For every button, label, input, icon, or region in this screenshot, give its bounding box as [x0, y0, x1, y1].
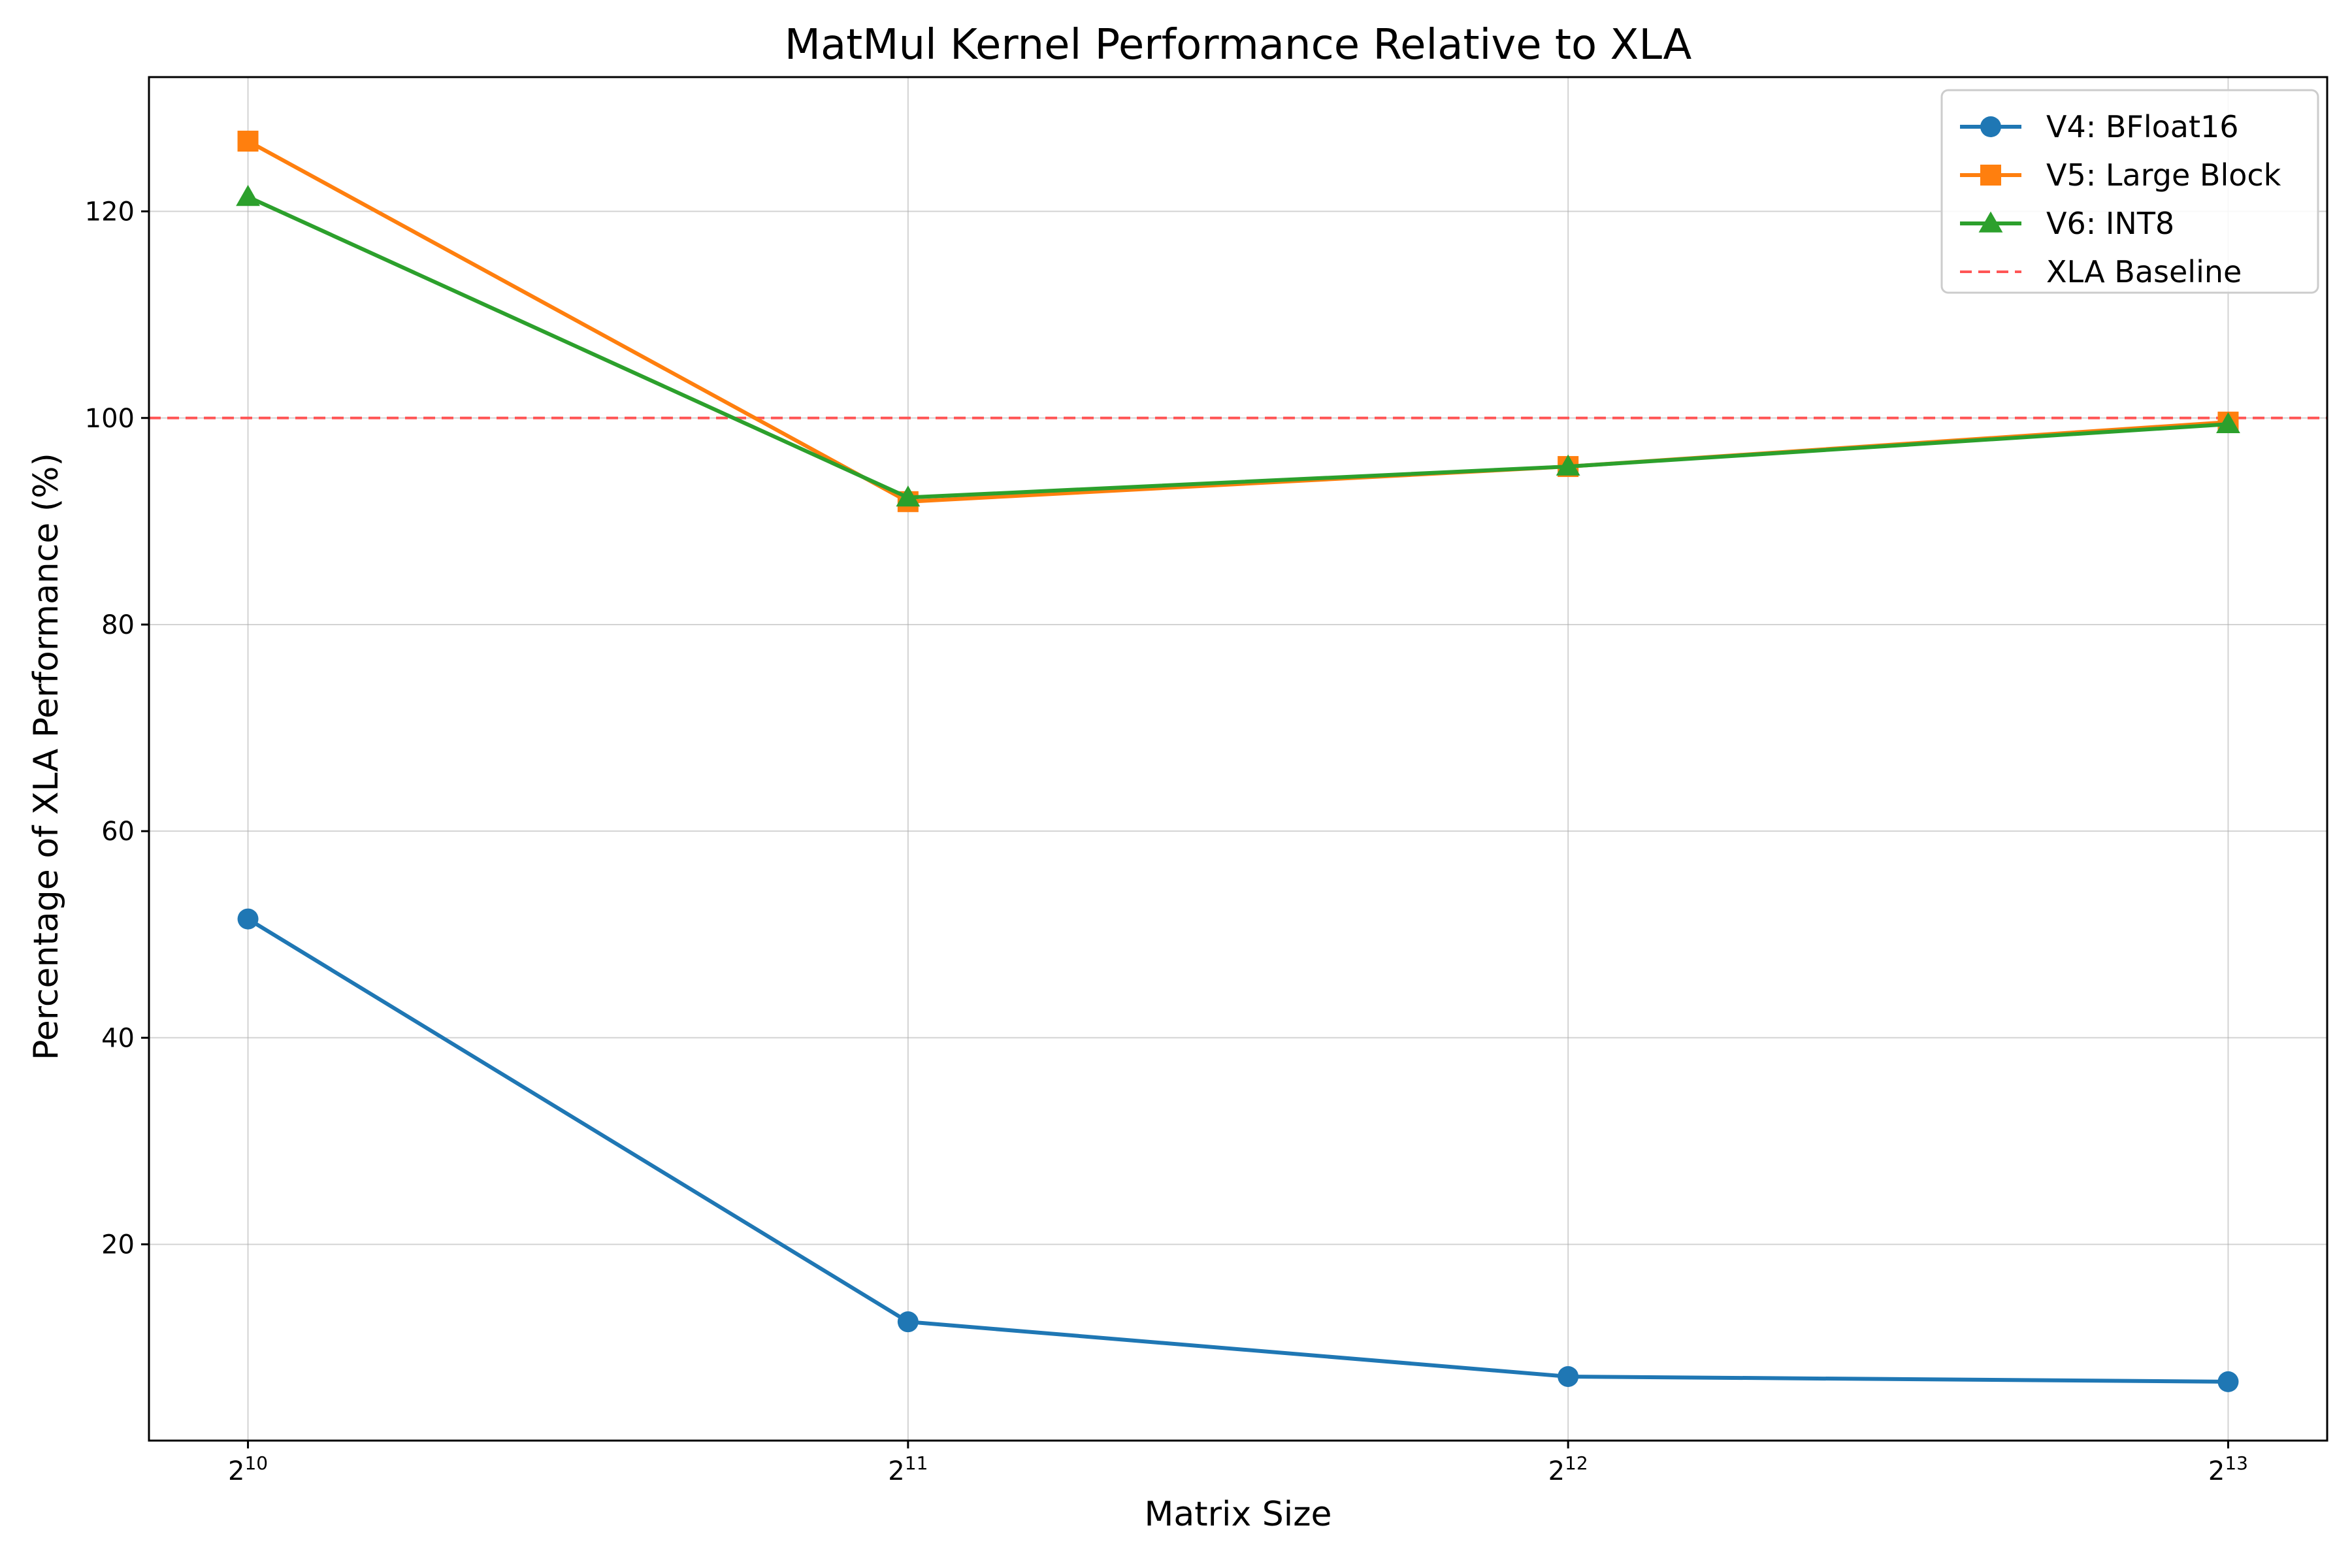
y-tick-label: 40: [101, 1023, 135, 1053]
legend-item: V6: INT8: [1960, 206, 2174, 241]
legend: V4: BFloat16 V5: Large Block V6: INT8 XLA B…: [1940, 89, 2319, 294]
data-point: [236, 185, 260, 206]
y-axis-ticks: 20 40 60 80 100 120: [85, 197, 149, 1260]
legend-item: V4: BFloat16: [1960, 109, 2239, 144]
series-3: [236, 185, 2240, 507]
legend-marker: [1980, 116, 2001, 137]
plot-frame: [148, 76, 2328, 1442]
data-point: [1556, 454, 1580, 476]
x-tick-label: 210: [228, 1452, 268, 1486]
series-line: [247, 195, 2229, 500]
legend-label: V6: INT8: [2046, 206, 2174, 241]
data-point: [2217, 1371, 2239, 1392]
data-point: [896, 485, 921, 507]
legend-marker: [1980, 165, 2001, 186]
chart-title: MatMul Kernel Performance Relative to XL…: [785, 21, 1692, 69]
x-tick-label: 212: [1548, 1452, 1588, 1486]
legend-item: V5: Large Block: [1960, 157, 2281, 193]
y-tick-label: 100: [85, 404, 135, 434]
legend-item: XLA Baseline: [1960, 254, 2242, 289]
series-1: [237, 908, 2239, 1392]
legend-label: XLA Baseline: [2046, 254, 2242, 289]
data-point: [2216, 412, 2240, 434]
y-tick-label: 80: [101, 610, 135, 640]
legend-marker: [1978, 211, 2003, 233]
data-point: [1558, 1365, 1579, 1387]
x-tick-label: 213: [2208, 1452, 2248, 1486]
series-line: [246, 917, 2229, 1384]
x-axis-label: Matrix Size: [1145, 1495, 1332, 1534]
x-tick-label: 211: [888, 1452, 928, 1486]
y-axis-label: Percentage of XLA Performance (%): [27, 453, 66, 1060]
data-point: [897, 1311, 919, 1333]
legend-label: V5: Large Block: [2046, 157, 2281, 193]
y-tick-label: 120: [85, 197, 135, 227]
data-point: [237, 131, 259, 152]
x-axis-ticks: 210 211 212 213: [228, 1441, 2248, 1486]
series-layer: [236, 131, 2240, 1392]
legend-box: [1940, 89, 2319, 294]
y-tick-label: 60: [101, 817, 135, 847]
data-point: [237, 908, 259, 930]
y-tick-label: 20: [101, 1230, 135, 1260]
legend-label: V4: BFloat16: [2046, 109, 2239, 144]
